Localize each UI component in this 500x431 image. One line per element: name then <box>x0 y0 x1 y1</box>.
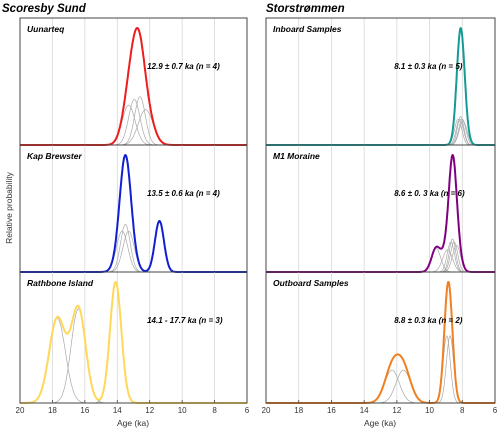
tick-label-8: 8 <box>460 406 465 415</box>
component-curve-uunarteq-3 <box>20 96 247 146</box>
tick-label-20: 20 <box>16 406 25 415</box>
panels: Uunarteq 12.9 ± 0.7 ka (n = 4) Kap Brewste… <box>16 17 498 415</box>
column-title-scoresby-sund: Scoresby Sund <box>2 3 87 15</box>
panel-label-inboard-samples: Inboard Samples <box>273 24 342 34</box>
summed-curve-rathbone-island <box>19 281 248 404</box>
tick-label-20: 20 <box>262 406 271 415</box>
panel-rathbone-island: Rathbone Island 14.1 - 17.7 ka (n = 3) 20 1… <box>16 271 250 415</box>
panel-inboard-samples: Inboard Samples 8.1 ± 0.3 ka (n = 5) <box>265 17 496 146</box>
component-curve-uunarteq-1 <box>20 104 247 146</box>
panel-stat-kap-brewster: 13.5 ± 0.6 ka (n = 4) <box>147 189 220 198</box>
panel-m1-moraine: M1 Moraine 8.6 ± 0. 3 ka (n = 6) <box>265 144 496 273</box>
panel-frame-kap-brewster <box>19 144 248 273</box>
panel-label-outboard-samples: Outboard Samples <box>273 278 349 288</box>
panel-label-m1-moraine: M1 Moraine <box>273 151 320 161</box>
panel-frame-outboard-samples <box>265 271 496 404</box>
panel-stat-m1-moraine: 8.6 ± 0. 3 ka (n = 6) <box>394 189 465 198</box>
component-curve-outboard-samples-1 <box>266 369 495 404</box>
tick-label-16: 16 <box>80 406 89 415</box>
component-curve-inboard-samples-5 <box>266 120 495 146</box>
column-title-storstrommen: Storstrømmen <box>266 3 345 15</box>
panel-label-rathbone-island: Rathbone Island <box>27 278 94 288</box>
component-curve-inboard-samples-4 <box>266 118 495 146</box>
component-curve-rathbone-island-3 <box>20 281 247 404</box>
tick-label-12: 12 <box>145 406 154 415</box>
summed-curve-uunarteq <box>19 27 248 146</box>
component-curve-inboard-samples-1 <box>266 118 495 146</box>
tick-label-6: 6 <box>493 406 498 415</box>
tick-label-14: 14 <box>360 406 369 415</box>
component-curve-kap-brewster-1 <box>20 230 247 273</box>
panel-label-kap-brewster: Kap Brewster <box>27 151 82 161</box>
tick-label-18: 18 <box>48 406 57 415</box>
component-curve-inboard-samples-2 <box>266 118 495 146</box>
panel-frame-rathbone-island <box>19 271 248 404</box>
tick-label-16: 16 <box>327 406 336 415</box>
panel-uunarteq: Uunarteq 12.9 ± 0.7 ka (n = 4) <box>19 17 248 146</box>
panel-stat-inboard-samples: 8.1 ± 0.3 ka (n = 5) <box>394 62 463 71</box>
panel-label-uunarteq: Uunarteq <box>27 24 65 34</box>
component-curve-rathbone-island-1 <box>20 317 247 404</box>
tick-label-6: 6 <box>245 406 250 415</box>
panel-stat-outboard-samples: 8.8 ± 0.3 ka (n = 2) <box>394 316 463 325</box>
x-axis-label-left: Age (ka) <box>117 418 149 428</box>
x-axis-label-right: Age (ka) <box>364 418 396 428</box>
panel-stat-uunarteq: 12.9 ± 0.7 ka (n = 4) <box>147 62 220 71</box>
summed-curve-outboard-samples <box>265 281 496 404</box>
tick-label-18: 18 <box>294 406 303 415</box>
component-curve-outboard-samples-2 <box>266 369 495 404</box>
summed-curve-kap-brewster <box>19 154 248 273</box>
panel-outboard-samples: Outboard Samples 8.8 ± 0.3 ka (n = 2) 20 18… <box>262 271 498 415</box>
summed-curve-inboard-samples <box>265 27 496 146</box>
tick-label-10: 10 <box>178 406 187 415</box>
panel-kap-brewster: Kap Brewster 13.5 ± 0.6 ka (n = 4) <box>19 144 248 273</box>
tick-label-10: 10 <box>425 406 434 415</box>
summed-curve-m1-moraine <box>265 154 496 273</box>
panel-stat-rathbone-island: 14.1 - 17.7 ka (n = 3) <box>147 316 223 325</box>
tick-label-14: 14 <box>113 406 122 415</box>
tick-label-12: 12 <box>392 406 401 415</box>
y-axis-label: Relative probability <box>4 171 14 244</box>
tick-label-8: 8 <box>212 406 217 415</box>
